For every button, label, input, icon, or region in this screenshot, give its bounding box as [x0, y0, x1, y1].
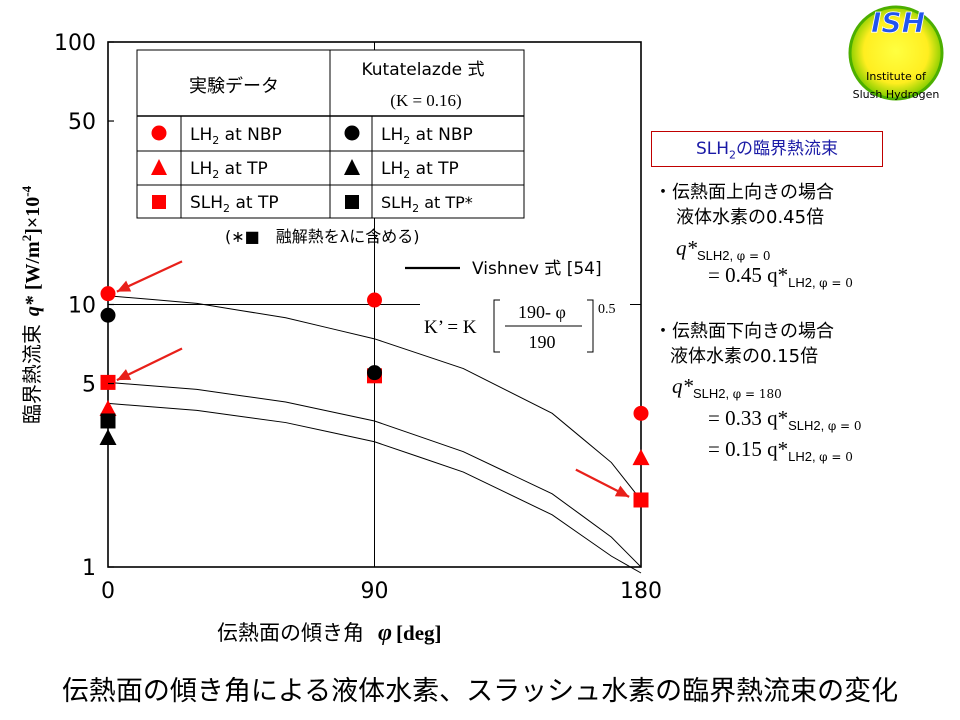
legend-footnote: (∗■ 融解熱をλに含める): [225, 227, 419, 246]
slh2-chf-title-box: SLH2の臨界熱流束: [651, 131, 883, 167]
x-tick-label: 180: [620, 579, 662, 604]
vishnev-legend-label: Vishnev 式 [54]: [472, 259, 602, 279]
figure-caption: 伝熱面の傾き角による液体水素、スラッシュ水素の臨界熱流束の変化: [61, 676, 899, 707]
experiment-triangle-point: [632, 449, 650, 466]
upward-eq-lhs: q*SLH2, φ = 0: [676, 236, 771, 264]
legend-row2-model: LH2 at TP: [381, 159, 459, 181]
legend-header-experiment: 実験データ: [189, 76, 279, 97]
logo-line2: Slush Hydrogen: [853, 88, 940, 101]
legend-row1-exp: LH2 at NBP: [190, 125, 282, 147]
ish-logo: ISH Institute of Slush Hydrogen: [846, 0, 946, 109]
highlight-arrowhead-3: [614, 485, 630, 497]
y-tick-label: 50: [68, 110, 96, 135]
experiment-circle-point: [633, 405, 649, 421]
legend-marker-black-triangle: [344, 159, 360, 175]
highlight-arrows: [116, 260, 630, 498]
legend-marker-black-circle: [344, 125, 360, 141]
upward-case-ratio: 液体水素の0.45倍: [676, 207, 825, 228]
experiment-square-point: [633, 492, 649, 508]
formula-exponent: 0.5: [598, 302, 616, 317]
logo-line1: Institute of: [866, 70, 927, 83]
vishnev-formula: K’ = K 190- φ 190 0.5: [420, 293, 630, 357]
legend-row2-exp: LH2 at TP: [190, 159, 268, 181]
experiment-square-point: [100, 374, 116, 390]
legend-marker-red-square: [152, 195, 166, 209]
y-tick-label: 100: [54, 31, 96, 56]
legend-marker-red-circle: [151, 125, 167, 141]
formula-lhs: K’ = K: [424, 317, 477, 338]
formula-denominator: 190: [529, 332, 556, 352]
data-markers: [99, 286, 650, 508]
y-axis-label: 臨界熱流束q*[W/m2]×10-4: [19, 185, 44, 424]
highlight-arrowhead-2: [116, 369, 132, 381]
model-circle-point: [100, 307, 116, 323]
axis-ticks: 1 5 10 50 100 0 90 180: [54, 31, 662, 604]
vishnev-curve-1: [107, 295, 642, 501]
downward-eq-rhs1: = 0.33 q*SLH2, φ = 0: [708, 406, 862, 434]
downward-eq-lhs: q*SLH2, φ = 180: [672, 374, 782, 402]
legend-row3-exp: SLH2 at TP: [190, 193, 279, 215]
vishnev-curve-3: [107, 402, 642, 574]
legend-header-model: Kutatelazde 式: [361, 60, 484, 80]
model-triangle-point: [99, 429, 117, 446]
vishnev-curves: [107, 295, 642, 574]
y-tick-label: 5: [82, 373, 96, 398]
x-tick-label: 90: [361, 579, 389, 604]
legend-row3-model: SLH2 at TP*: [381, 193, 473, 215]
x-axis-label: 伝熱面の傾き角 φ [deg]: [217, 620, 442, 646]
model-circle-point: [367, 365, 382, 381]
x-tick-label: 0: [101, 579, 115, 604]
downward-eq-rhs2: = 0.15 q*LH2, φ = 0: [708, 437, 853, 465]
highlight-arrowhead-1: [116, 280, 132, 292]
upward-case-title: ・伝熱面上向きの場合: [654, 182, 834, 203]
experiment-triangle-point: [99, 399, 117, 416]
legend-marker-red-triangle: [151, 159, 167, 175]
legend-table: 実験データ Kutatelazde 式 (K = 0.16) LH2 at NB…: [136, 49, 525, 219]
legend-row1-model: LH2 at NBP: [381, 125, 473, 147]
y-tick-label: 1: [82, 556, 96, 581]
upward-eq-rhs: = 0.45 q*LH2, φ = 0: [708, 263, 853, 291]
experiment-circle-point: [367, 292, 382, 308]
legend-header-model-k: (K = 0.16): [390, 91, 461, 110]
vishnev-curve-2: [107, 381, 642, 568]
logo-title: ISH: [871, 6, 925, 39]
downward-case-title: ・伝熱面下向きの場合: [654, 321, 834, 342]
experiment-circle-point: [100, 286, 116, 302]
legend-marker-black-square: [345, 195, 359, 209]
y-tick-label: 10: [68, 294, 96, 319]
downward-case-ratio: 液体水素の0.15倍: [670, 346, 819, 367]
formula-numerator: 190- φ: [518, 302, 566, 322]
model-square-point: [100, 413, 116, 429]
